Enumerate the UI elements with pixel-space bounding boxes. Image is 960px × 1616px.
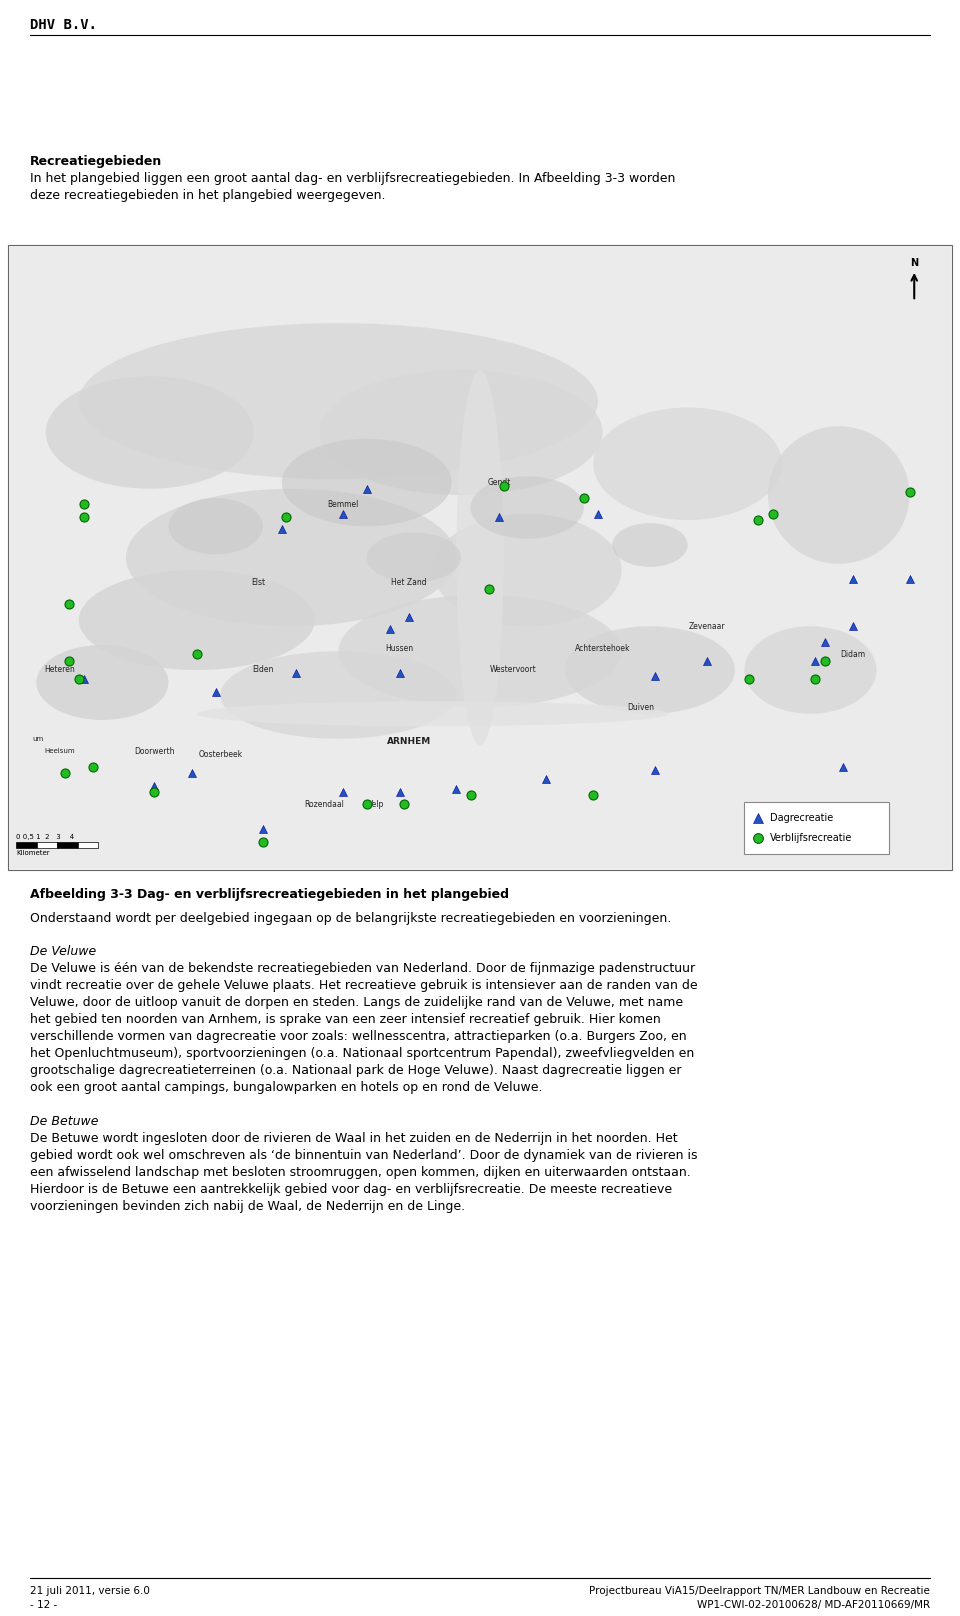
Text: Afbeelding 3-3 Dag- en verblijfsrecreatiegebieden in het plangebied: Afbeelding 3-3 Dag- en verblijfsrecreati… [30, 889, 509, 902]
Text: ARNHEM: ARNHEM [387, 737, 431, 747]
Text: Het Zand: Het Zand [392, 579, 427, 587]
Ellipse shape [564, 627, 735, 714]
Text: Hierdoor is de Betuwe een aantrekkelijk gebied voor dag- en verblijfsrecreatie. : Hierdoor is de Betuwe een aantrekkelijk … [30, 1183, 672, 1196]
Text: Westervoort: Westervoort [490, 666, 537, 674]
Ellipse shape [126, 488, 456, 627]
Text: Heelsum: Heelsum [44, 748, 75, 755]
Text: verschillende vormen van dagrecreatie voor zoals: wellnesscentra, attractieparke: verschillende vormen van dagrecreatie vo… [30, 1029, 686, 1042]
Text: 0 0,5 1  2   3    4: 0 0,5 1 2 3 4 [16, 834, 74, 840]
Text: Heteren: Heteren [44, 666, 75, 674]
Text: Kilometer: Kilometer [16, 850, 50, 856]
Text: N: N [910, 259, 919, 268]
Ellipse shape [282, 440, 451, 527]
Bar [744, 802, 889, 853]
Text: Velp: Velp [368, 800, 384, 810]
Text: Zevenaar: Zevenaar [688, 622, 725, 630]
Text: ook een groot aantal campings, bungalowparken en hotels op en rond de Veluwe.: ook een groot aantal campings, bungalowp… [30, 1081, 542, 1094]
Ellipse shape [320, 370, 603, 494]
Ellipse shape [338, 595, 622, 708]
Text: Hussen: Hussen [386, 643, 414, 653]
Text: voorzieningen bevinden zich nabij de Waal, de Nederrijn en de Linge.: voorzieningen bevinden zich nabij de Waa… [30, 1201, 466, 1214]
Text: Recreatiegebieden: Recreatiegebieden [30, 155, 162, 168]
Text: Bemmel: Bemmel [327, 499, 359, 509]
Ellipse shape [221, 651, 456, 739]
Text: 21 juli 2011, versie 6.0: 21 juli 2011, versie 6.0 [30, 1585, 150, 1597]
Text: In het plangebied liggen een groot aantal dag- en verblijfsrecreatiegebieden. In: In het plangebied liggen een groot aanta… [30, 171, 676, 184]
Text: een afwisselend landschap met besloten stroomruggen, open kommen, dijken en uite: een afwisselend landschap met besloten s… [30, 1167, 691, 1180]
Bar [8, 246, 952, 869]
Text: Verblijfsrecreatie: Verblijfsrecreatie [770, 832, 852, 844]
Text: Doorwerth: Doorwerth [134, 747, 175, 756]
Ellipse shape [79, 323, 598, 480]
Ellipse shape [744, 627, 876, 714]
Bar [36, 842, 57, 848]
Text: Projectbureau ViA15/Deelrapport TN/MER Landbouw en Recreatie: Projectbureau ViA15/Deelrapport TN/MER L… [589, 1585, 930, 1597]
Text: - 12 -: - 12 - [30, 1600, 58, 1610]
Text: deze recreatiegebieden in het plangebied weergegeven.: deze recreatiegebieden in het plangebied… [30, 189, 386, 202]
Ellipse shape [197, 701, 669, 726]
Text: Elden: Elden [252, 666, 274, 674]
Text: DHV B.V.: DHV B.V. [30, 18, 97, 32]
Text: Veluwe, door de uitloop vanuit de dorpen en steden. Langs de zuidelijke rand van: Veluwe, door de uitloop vanuit de dorpen… [30, 995, 684, 1008]
Ellipse shape [768, 427, 909, 564]
Text: Duiven: Duiven [627, 703, 654, 713]
Bar [9, 246, 951, 869]
Ellipse shape [433, 514, 622, 627]
Ellipse shape [46, 377, 253, 488]
Ellipse shape [456, 370, 504, 745]
Ellipse shape [470, 477, 584, 538]
Text: het gebied ten noorden van Arnhem, is sprake van een zeer intensief recreatief g: het gebied ten noorden van Arnhem, is sp… [30, 1013, 660, 1026]
Text: Elst: Elst [252, 579, 265, 587]
Text: Gendt: Gendt [487, 478, 511, 486]
Text: De Veluwe is één van de bekendste recreatiegebieden van Nederland. Door de fijnm: De Veluwe is één van de bekendste recrea… [30, 962, 695, 974]
Text: De Betuwe: De Betuwe [30, 1115, 99, 1128]
Text: um: um [33, 735, 44, 742]
Ellipse shape [367, 533, 461, 582]
Text: WP1-CWI-02-20100628/ MD-AF20110669/MR: WP1-CWI-02-20100628/ MD-AF20110669/MR [697, 1600, 930, 1610]
Text: Onderstaand wordt per deelgebied ingegaan op de belangrijkste recreatiegebieden : Onderstaand wordt per deelgebied ingegaa… [30, 911, 671, 924]
Text: vindt recreatie over de gehele Veluwe plaats. Het recreatieve gebruik is intensi: vindt recreatie over de gehele Veluwe pl… [30, 979, 698, 992]
Text: Achterstehoek: Achterstehoek [575, 643, 631, 653]
Text: Dagrecreatie: Dagrecreatie [770, 813, 833, 823]
Bar [16, 842, 36, 848]
Ellipse shape [36, 645, 169, 721]
Ellipse shape [169, 498, 263, 554]
Text: De Betuwe wordt ingesloten door de rivieren de Waal in het zuiden en de Nederrij: De Betuwe wordt ingesloten door de rivie… [30, 1131, 678, 1146]
Bar [78, 842, 98, 848]
Bar [57, 842, 78, 848]
Text: gebied wordt ook wel omschreven als ‘de binnentuin van Nederland’. Door de dynam: gebied wordt ook wel omschreven als ‘de … [30, 1149, 698, 1162]
Text: grootschalige dagrecreatieterreinen (o.a. Nationaal park de Hoge Veluwe). Naast : grootschalige dagrecreatieterreinen (o.a… [30, 1063, 682, 1076]
Ellipse shape [612, 524, 687, 567]
Text: het Openluchtmuseum), sportvoorzieningen (o.a. Nationaal sportcentrum Papendal),: het Openluchtmuseum), sportvoorzieningen… [30, 1047, 694, 1060]
Text: De Veluwe: De Veluwe [30, 945, 96, 958]
Text: Rozendaal: Rozendaal [304, 800, 345, 810]
Text: Oosterbeek: Oosterbeek [199, 750, 243, 760]
Ellipse shape [593, 407, 782, 520]
Text: Didam: Didam [840, 650, 866, 659]
Ellipse shape [79, 570, 315, 671]
